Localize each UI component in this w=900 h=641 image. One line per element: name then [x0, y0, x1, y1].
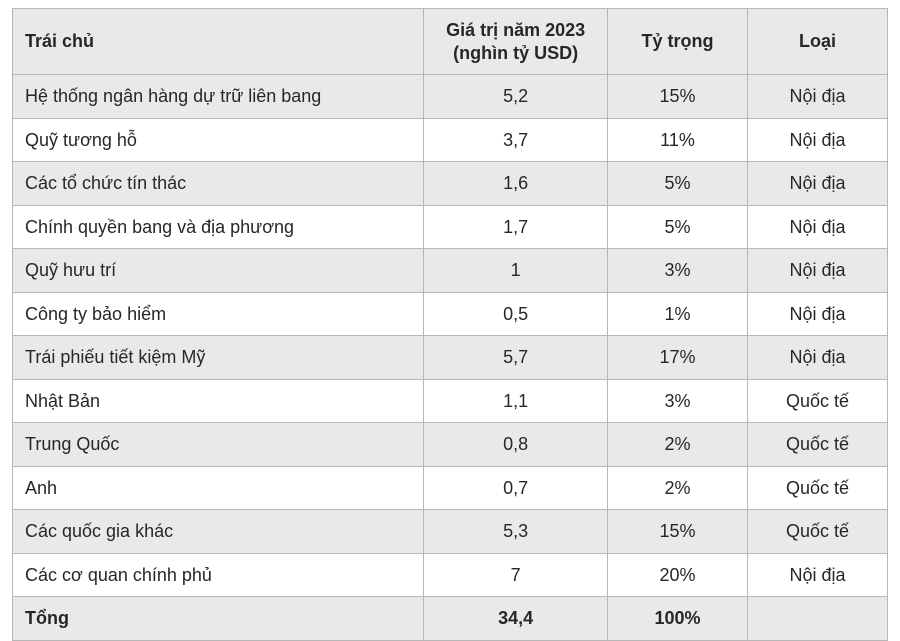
- cell-bondholder: Hệ thống ngân hàng dự trữ liên bang: [13, 75, 424, 119]
- cell-share: 2%: [608, 423, 748, 467]
- table-row: Hệ thống ngân hàng dự trữ liên bang5,215…: [13, 75, 888, 119]
- cell-value: 1,6: [424, 162, 608, 206]
- cell-bondholder: Chính quyền bang và địa phương: [13, 205, 424, 249]
- table-row: Nhật Bản1,13%Quốc tế: [13, 379, 888, 423]
- cell-share: 15%: [608, 75, 748, 119]
- cell-value: 7: [424, 553, 608, 597]
- cell-type: Quốc tế: [748, 510, 888, 554]
- cell-bondholder: Trung Quốc: [13, 423, 424, 467]
- total-label: Tổng: [13, 597, 424, 641]
- table-row: Các quốc gia khác5,315%Quốc tế: [13, 510, 888, 554]
- table-row: Chính quyền bang và địa phương1,75%Nội đ…: [13, 205, 888, 249]
- cell-value: 0,8: [424, 423, 608, 467]
- table-total-row: Tổng34,4100%: [13, 597, 888, 641]
- cell-share: 17%: [608, 336, 748, 380]
- col-header-value: Giá trị năm 2023 (nghìn tỷ USD): [424, 9, 608, 75]
- cell-type: Nội địa: [748, 553, 888, 597]
- cell-value: 1,7: [424, 205, 608, 249]
- cell-share: 5%: [608, 162, 748, 206]
- cell-type: Nội địa: [748, 162, 888, 206]
- cell-bondholder: Các tổ chức tín thác: [13, 162, 424, 206]
- table-row: Quỹ tương hỗ3,711%Nội địa: [13, 118, 888, 162]
- cell-share: 3%: [608, 249, 748, 293]
- cell-type: Nội địa: [748, 292, 888, 336]
- cell-type: Nội địa: [748, 336, 888, 380]
- cell-bondholder: Các cơ quan chính phủ: [13, 553, 424, 597]
- cell-bondholder: Trái phiếu tiết kiệm Mỹ: [13, 336, 424, 380]
- total-share: 100%: [608, 597, 748, 641]
- cell-share: 11%: [608, 118, 748, 162]
- col-header-type: Loại: [748, 9, 888, 75]
- cell-bondholder: Quỹ hưu trí: [13, 249, 424, 293]
- cell-bondholder: Quỹ tương hỗ: [13, 118, 424, 162]
- cell-value: 5,2: [424, 75, 608, 119]
- table-row: Các cơ quan chính phủ720%Nội địa: [13, 553, 888, 597]
- table-row: Trái phiếu tiết kiệm Mỹ5,717%Nội địa: [13, 336, 888, 380]
- bondholders-table: Trái chủ Giá trị năm 2023 (nghìn tỷ USD)…: [12, 8, 888, 641]
- cell-value: 0,5: [424, 292, 608, 336]
- cell-type: Nội địa: [748, 118, 888, 162]
- cell-share: 3%: [608, 379, 748, 423]
- cell-type: Nội địa: [748, 75, 888, 119]
- cell-type: Quốc tế: [748, 466, 888, 510]
- cell-share: 1%: [608, 292, 748, 336]
- cell-share: 15%: [608, 510, 748, 554]
- table-header-row: Trái chủ Giá trị năm 2023 (nghìn tỷ USD)…: [13, 9, 888, 75]
- col-header-share: Tỷ trọng: [608, 9, 748, 75]
- cell-value: 1: [424, 249, 608, 293]
- cell-type: Quốc tế: [748, 379, 888, 423]
- table-row: Công ty bảo hiểm0,51%Nội địa: [13, 292, 888, 336]
- table-row: Các tổ chức tín thác1,65%Nội địa: [13, 162, 888, 206]
- cell-value: 1,1: [424, 379, 608, 423]
- table-row: Trung Quốc0,82%Quốc tế: [13, 423, 888, 467]
- table-container: Trái chủ Giá trị năm 2023 (nghìn tỷ USD)…: [0, 0, 900, 612]
- cell-value: 3,7: [424, 118, 608, 162]
- cell-bondholder: Công ty bảo hiểm: [13, 292, 424, 336]
- cell-value: 5,3: [424, 510, 608, 554]
- cell-bondholder: Nhật Bản: [13, 379, 424, 423]
- cell-bondholder: Anh: [13, 466, 424, 510]
- cell-share: 5%: [608, 205, 748, 249]
- cell-bondholder: Các quốc gia khác: [13, 510, 424, 554]
- table-row: Anh0,72%Quốc tế: [13, 466, 888, 510]
- cell-share: 20%: [608, 553, 748, 597]
- cell-value: 5,7: [424, 336, 608, 380]
- cell-share: 2%: [608, 466, 748, 510]
- table-row: Quỹ hưu trí13%Nội địa: [13, 249, 888, 293]
- cell-type: Nội địa: [748, 205, 888, 249]
- total-value: 34,4: [424, 597, 608, 641]
- cell-type: Nội địa: [748, 249, 888, 293]
- cell-value: 0,7: [424, 466, 608, 510]
- cell-type: Quốc tế: [748, 423, 888, 467]
- col-header-bondholder: Trái chủ: [13, 9, 424, 75]
- total-type: [748, 597, 888, 641]
